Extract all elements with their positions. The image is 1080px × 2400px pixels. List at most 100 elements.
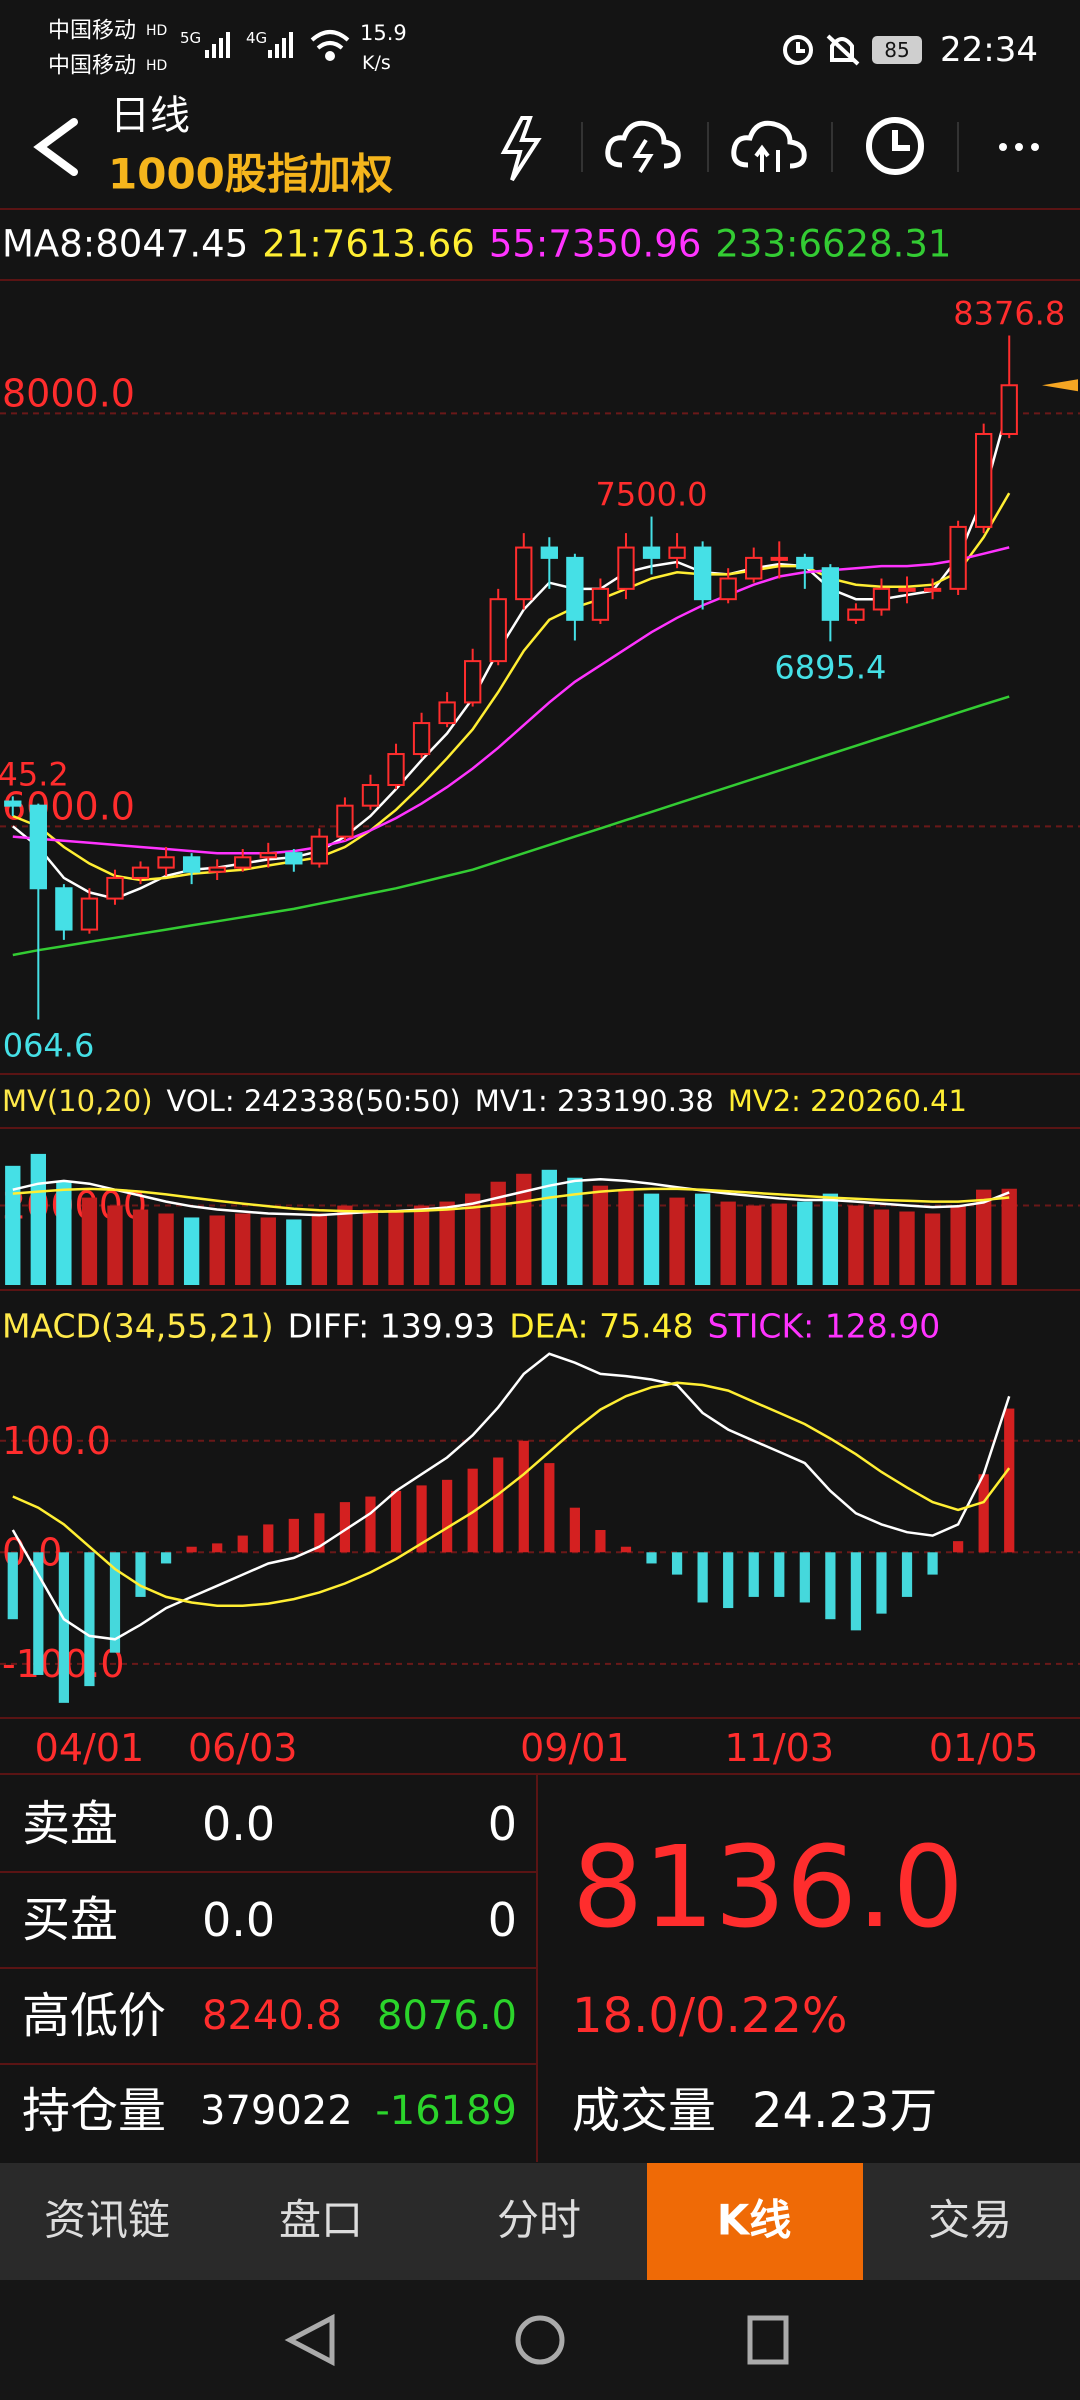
- legend-label: MA8:8047.45: [2, 223, 248, 266]
- quote-value: 0: [488, 1893, 517, 1947]
- tab[interactable]: 盘口: [279, 2196, 363, 2245]
- cloud-sync-button-part[interactable]: [754, 144, 780, 172]
- bar: [646, 1552, 657, 1564]
- bar: [569, 1507, 580, 1553]
- tab[interactable]: K线: [717, 2196, 792, 2245]
- back-button[interactable]: [33, 118, 78, 176]
- bar: [465, 1193, 481, 1285]
- legend-label: DIFF: 139.93: [288, 1307, 496, 1346]
- battery-icon: [872, 36, 922, 64]
- cloud-sync-button[interactable]: [731, 120, 807, 172]
- charts: 8000.06000.08376.87500.06895.46145.25064…: [0, 223, 1080, 1770]
- more-button-part[interactable]: [1015, 143, 1023, 151]
- bar: [183, 1217, 200, 1285]
- history-button[interactable]: [866, 117, 924, 175]
- candle-body: [515, 546, 533, 601]
- candle-body: [55, 887, 73, 931]
- legend-label: 21:7613.66: [262, 223, 475, 266]
- candle-body: [923, 587, 942, 592]
- candle-body: [540, 546, 558, 559]
- candle-body: [387, 753, 405, 787]
- bar: [797, 1201, 813, 1285]
- nav-back[interactable]: [284, 2313, 335, 2367]
- indicator-line: [12, 1381, 1011, 1608]
- legend-label: DEA: 75.48: [509, 1307, 693, 1346]
- nav-home[interactable]: [515, 2315, 565, 2365]
- bar: [723, 1552, 734, 1609]
- bar: [286, 1219, 302, 1285]
- quote-value: 0.0: [202, 1893, 275, 1947]
- bar: [158, 1213, 174, 1285]
- candle-body: [285, 852, 303, 865]
- quote-grid: [0, 1774, 538, 2162]
- badge: HD: [146, 23, 167, 39]
- candle-body: [106, 876, 124, 900]
- flash-button[interactable]: [500, 116, 542, 182]
- bar: [311, 1213, 328, 1285]
- more-button-part[interactable]: [999, 143, 1007, 151]
- bar: [132, 1209, 149, 1285]
- tab-bar: [0, 2163, 1080, 2280]
- legend-label: MV(10,20): [2, 1084, 153, 1118]
- active-tab: [647, 2163, 863, 2280]
- bar: [81, 1197, 98, 1285]
- history-button-part[interactable]: [892, 130, 910, 151]
- bar: [288, 1518, 299, 1553]
- quote-label: 持仓量: [22, 2083, 166, 2139]
- bar: [544, 1463, 555, 1553]
- candle-body: [4, 800, 22, 807]
- quote-label: 买盘: [22, 1892, 118, 1948]
- mute-icon-part: [830, 37, 854, 62]
- tab[interactable]: 分时: [497, 2196, 581, 2245]
- indicator-line: [12, 1187, 1010, 1213]
- nav-recent[interactable]: [747, 2315, 789, 2365]
- speed-unit: K/s: [362, 52, 391, 74]
- bar: [720, 1201, 736, 1285]
- bar: [771, 1203, 787, 1285]
- cloud-flash-button-part[interactable]: [632, 138, 654, 174]
- bar: [901, 1552, 913, 1597]
- candle-body: [29, 804, 47, 890]
- bar: [694, 1193, 711, 1285]
- cloud-sync-button-part[interactable]: [731, 120, 807, 169]
- bar: [237, 1535, 248, 1553]
- alarm-icon-part: [783, 35, 813, 65]
- cloud-flash-button[interactable]: [605, 120, 681, 174]
- more-button[interactable]: [999, 143, 1039, 151]
- candle-body: [719, 577, 737, 601]
- legend-label: MACD(34,55,21): [2, 1307, 274, 1346]
- candle-body: [566, 556, 584, 621]
- bar: [209, 1215, 225, 1285]
- bar: [160, 1552, 172, 1564]
- more-button-part[interactable]: [1031, 143, 1039, 151]
- price-annotation: 7500.0: [596, 476, 708, 514]
- history-button-part[interactable]: [866, 117, 924, 175]
- bar: [825, 1552, 836, 1620]
- tab[interactable]: 交易: [928, 2196, 1012, 2245]
- cloud-flash-button-part[interactable]: [605, 120, 681, 169]
- legend-label: MV1: 233190.38: [475, 1084, 714, 1118]
- bar: [493, 1457, 504, 1553]
- signal-icon-part: [212, 44, 216, 58]
- tab[interactable]: 资讯链: [44, 2196, 170, 2245]
- signal-icon-part: [282, 38, 286, 58]
- candle-body: [770, 556, 788, 561]
- battery-level: 85: [884, 38, 909, 62]
- indicator-line: [11, 1352, 1011, 1641]
- bar: [413, 1205, 430, 1285]
- bar: [439, 1201, 455, 1285]
- bar: [337, 1205, 353, 1285]
- candle-body: [642, 546, 661, 559]
- candle-body: [1000, 384, 1018, 435]
- bar: [263, 1524, 274, 1553]
- bar: [339, 1502, 351, 1553]
- x-tick-label: 01/05: [929, 1726, 1039, 1770]
- quote-value: 0: [488, 1797, 517, 1851]
- quote-label: 卖盘: [22, 1796, 118, 1852]
- bar: [927, 1552, 938, 1575]
- mute-icon: [826, 34, 860, 66]
- bar: [490, 1181, 506, 1285]
- bar: [314, 1513, 325, 1553]
- bar: [365, 1496, 376, 1553]
- legend-label: STICK: 128.90: [708, 1307, 941, 1346]
